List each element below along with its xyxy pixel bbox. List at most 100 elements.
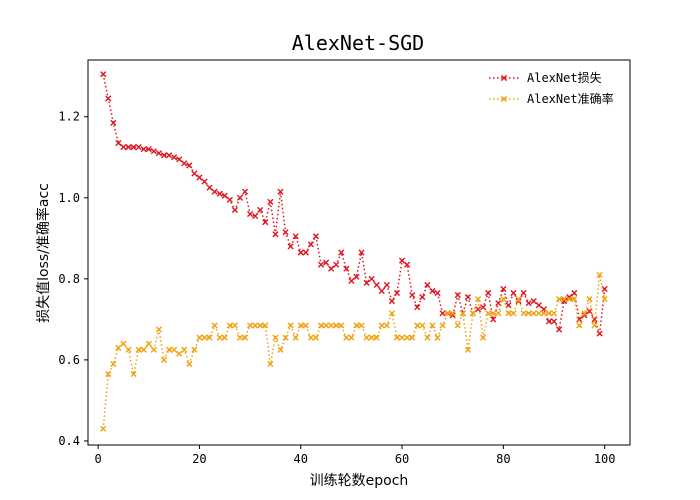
- series-layer: [100, 71, 608, 432]
- data-point: [419, 322, 426, 329]
- x-axis-label: 训练轮数epoch: [310, 473, 409, 489]
- data-point: [373, 281, 380, 289]
- data-point: [358, 249, 365, 256]
- data-point: [363, 279, 370, 286]
- data-point: [196, 334, 203, 341]
- data-point: [429, 287, 436, 295]
- data-point: [160, 356, 168, 363]
- data-point: [267, 198, 274, 205]
- data-point: [333, 261, 340, 268]
- data-point: [206, 334, 213, 341]
- data-point: [221, 334, 228, 341]
- data-point: [434, 334, 441, 341]
- data-point: [302, 249, 309, 256]
- data-point: [252, 212, 259, 220]
- data-point: [165, 152, 173, 159]
- accuracy-series: [100, 271, 608, 432]
- data-point: [100, 71, 107, 78]
- data-point: [125, 346, 132, 353]
- data-point: [510, 310, 517, 317]
- data-point: [530, 310, 537, 317]
- data-point: [191, 346, 198, 353]
- data-point: [312, 334, 320, 341]
- data-point: [576, 322, 583, 329]
- data-point: [272, 231, 279, 238]
- data-point: [485, 289, 492, 297]
- data-point: [186, 162, 193, 169]
- data-point: [262, 219, 269, 226]
- data-point: [535, 302, 542, 309]
- x-tick-label: 40: [294, 452, 308, 466]
- data-point: [231, 206, 238, 214]
- data-point: [171, 346, 178, 353]
- data-point: [510, 289, 517, 297]
- data-point: [474, 296, 482, 303]
- data-point: [231, 322, 238, 329]
- legend-item: AlexNet损失: [489, 70, 602, 85]
- data-point: [287, 322, 294, 329]
- data-point: [115, 344, 122, 351]
- data-point: [561, 296, 568, 303]
- data-point: [373, 334, 380, 341]
- data-point: [160, 152, 168, 159]
- data-point: [191, 170, 198, 177]
- data-point: [555, 296, 563, 303]
- data-point: [449, 312, 456, 319]
- data-point: [297, 322, 304, 329]
- data-point: [490, 316, 497, 323]
- data-point: [571, 296, 578, 303]
- data-point: [398, 334, 406, 341]
- data-point: [201, 334, 208, 341]
- data-point: [439, 322, 446, 329]
- data-point: [581, 312, 588, 319]
- x-tick-label: 60: [395, 452, 409, 466]
- data-point: [322, 259, 330, 266]
- data-point: [535, 310, 542, 317]
- loss-series: [100, 71, 608, 337]
- legend-marker: [500, 74, 508, 82]
- data-point: [348, 334, 355, 341]
- data-point: [226, 322, 233, 329]
- data-point: [348, 277, 355, 284]
- data-point: [135, 346, 142, 353]
- data-point: [500, 285, 507, 293]
- data-point: [246, 322, 254, 329]
- data-point: [566, 296, 573, 303]
- data-point: [378, 322, 385, 329]
- data-point: [211, 322, 218, 329]
- data-point: [105, 370, 112, 378]
- data-point: [591, 322, 598, 329]
- data-point: [469, 310, 477, 317]
- data-point: [181, 346, 188, 353]
- chart-title: AlexNet-SGD: [292, 31, 424, 55]
- data-point: [105, 95, 112, 102]
- data-point: [343, 265, 350, 272]
- data-point: [115, 139, 122, 147]
- data-point: [383, 322, 390, 329]
- data-point: [586, 296, 593, 303]
- data-point: [312, 233, 320, 240]
- data-point: [358, 322, 365, 329]
- data-point: [555, 326, 563, 333]
- data-point: [545, 318, 553, 325]
- data-point: [246, 210, 254, 218]
- y-tick-label: 0.8: [58, 272, 80, 286]
- data-point: [520, 289, 527, 297]
- data-point: [236, 334, 244, 341]
- data-point: [393, 334, 401, 341]
- data-point: [292, 334, 299, 341]
- data-point: [297, 249, 304, 256]
- data-point: [388, 298, 396, 305]
- data-point: [525, 300, 532, 307]
- data-point: [540, 310, 547, 317]
- data-point: [282, 229, 289, 236]
- data-point: [571, 289, 578, 297]
- data-point: [353, 322, 360, 329]
- data-point: [221, 192, 228, 199]
- data-point: [135, 144, 142, 151]
- data-point: [241, 334, 249, 341]
- data-point: [262, 322, 269, 329]
- data-point: [419, 293, 426, 301]
- data-point: [581, 310, 588, 317]
- data-point: [140, 146, 147, 153]
